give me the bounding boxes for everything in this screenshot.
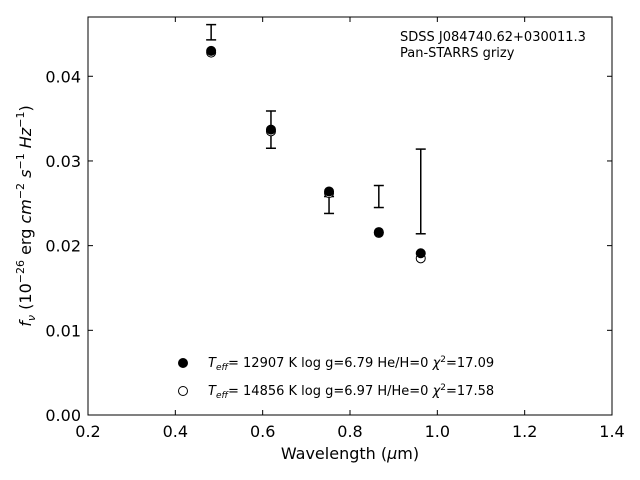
- observed-errorbar: [206, 23, 217, 41]
- legend-entry-2-chi2: =17.58: [446, 384, 494, 399]
- y-tick-label: 0.00: [45, 406, 81, 425]
- legend-entry-2-main: = 14856 K log g=6.97 H/He=0: [228, 384, 433, 399]
- legend-entry-1-main: = 12907 K log g=6.79 He/H=0: [228, 356, 433, 371]
- observed-errorbar: [373, 184, 384, 209]
- model-point-filled: [265, 124, 276, 135]
- annotation-line-2: Pan-STARRS grizy: [400, 46, 515, 61]
- x-tick-label: 0.6: [250, 422, 275, 441]
- y-axis-ticks: 0.00 0.01 0.02 0.03 0.04: [45, 67, 612, 425]
- y-axis-title: fν (10−26 erg cm−2 s−1 Hz−1): [14, 105, 38, 326]
- y-tick-label: 0.01: [45, 321, 81, 340]
- annotation-line-1: SDSS J084740.62+030011.3: [400, 30, 586, 45]
- legend: Teff= 12907 K log g=6.79 He/H=0 χ2=17.09…: [178, 355, 494, 401]
- x-tick-label: 0.2: [75, 422, 100, 441]
- model-markers: [206, 45, 426, 264]
- y-tick-label: 0.03: [45, 152, 81, 171]
- x-tick-label: 0.8: [337, 422, 362, 441]
- x-tick-label: 1.4: [599, 422, 624, 441]
- x-axis-ticks: 0.2 0.4 0.6 0.8 1.0 1.2 1.4: [75, 17, 625, 441]
- observed-errorbar: [415, 148, 426, 235]
- model-point-filled: [206, 45, 217, 56]
- x-tick-label: 1.0: [425, 422, 450, 441]
- plot-area: [87, 16, 613, 416]
- legend-entry-2: Teff= 14856 K log g=6.97 H/He=0 χ2=17.58: [208, 383, 494, 401]
- model-point-filled: [415, 248, 426, 259]
- legend-marker-filled: [178, 358, 188, 368]
- legend-entry-1: Teff= 12907 K log g=6.79 He/H=0 χ2=17.09: [208, 355, 494, 373]
- model-point-filled: [373, 227, 384, 238]
- x-tick-label: 0.4: [163, 422, 188, 441]
- y-tick-label: 0.02: [45, 237, 81, 256]
- y-tick-label: 0.04: [45, 67, 81, 86]
- legend-marker-open: [178, 386, 188, 396]
- model-point-filled: [324, 186, 335, 197]
- legend-entry-1-chi2: =17.09: [446, 356, 494, 371]
- x-tick-label: 1.2: [512, 422, 537, 441]
- x-axis-title: Wavelength (μm): [281, 444, 419, 463]
